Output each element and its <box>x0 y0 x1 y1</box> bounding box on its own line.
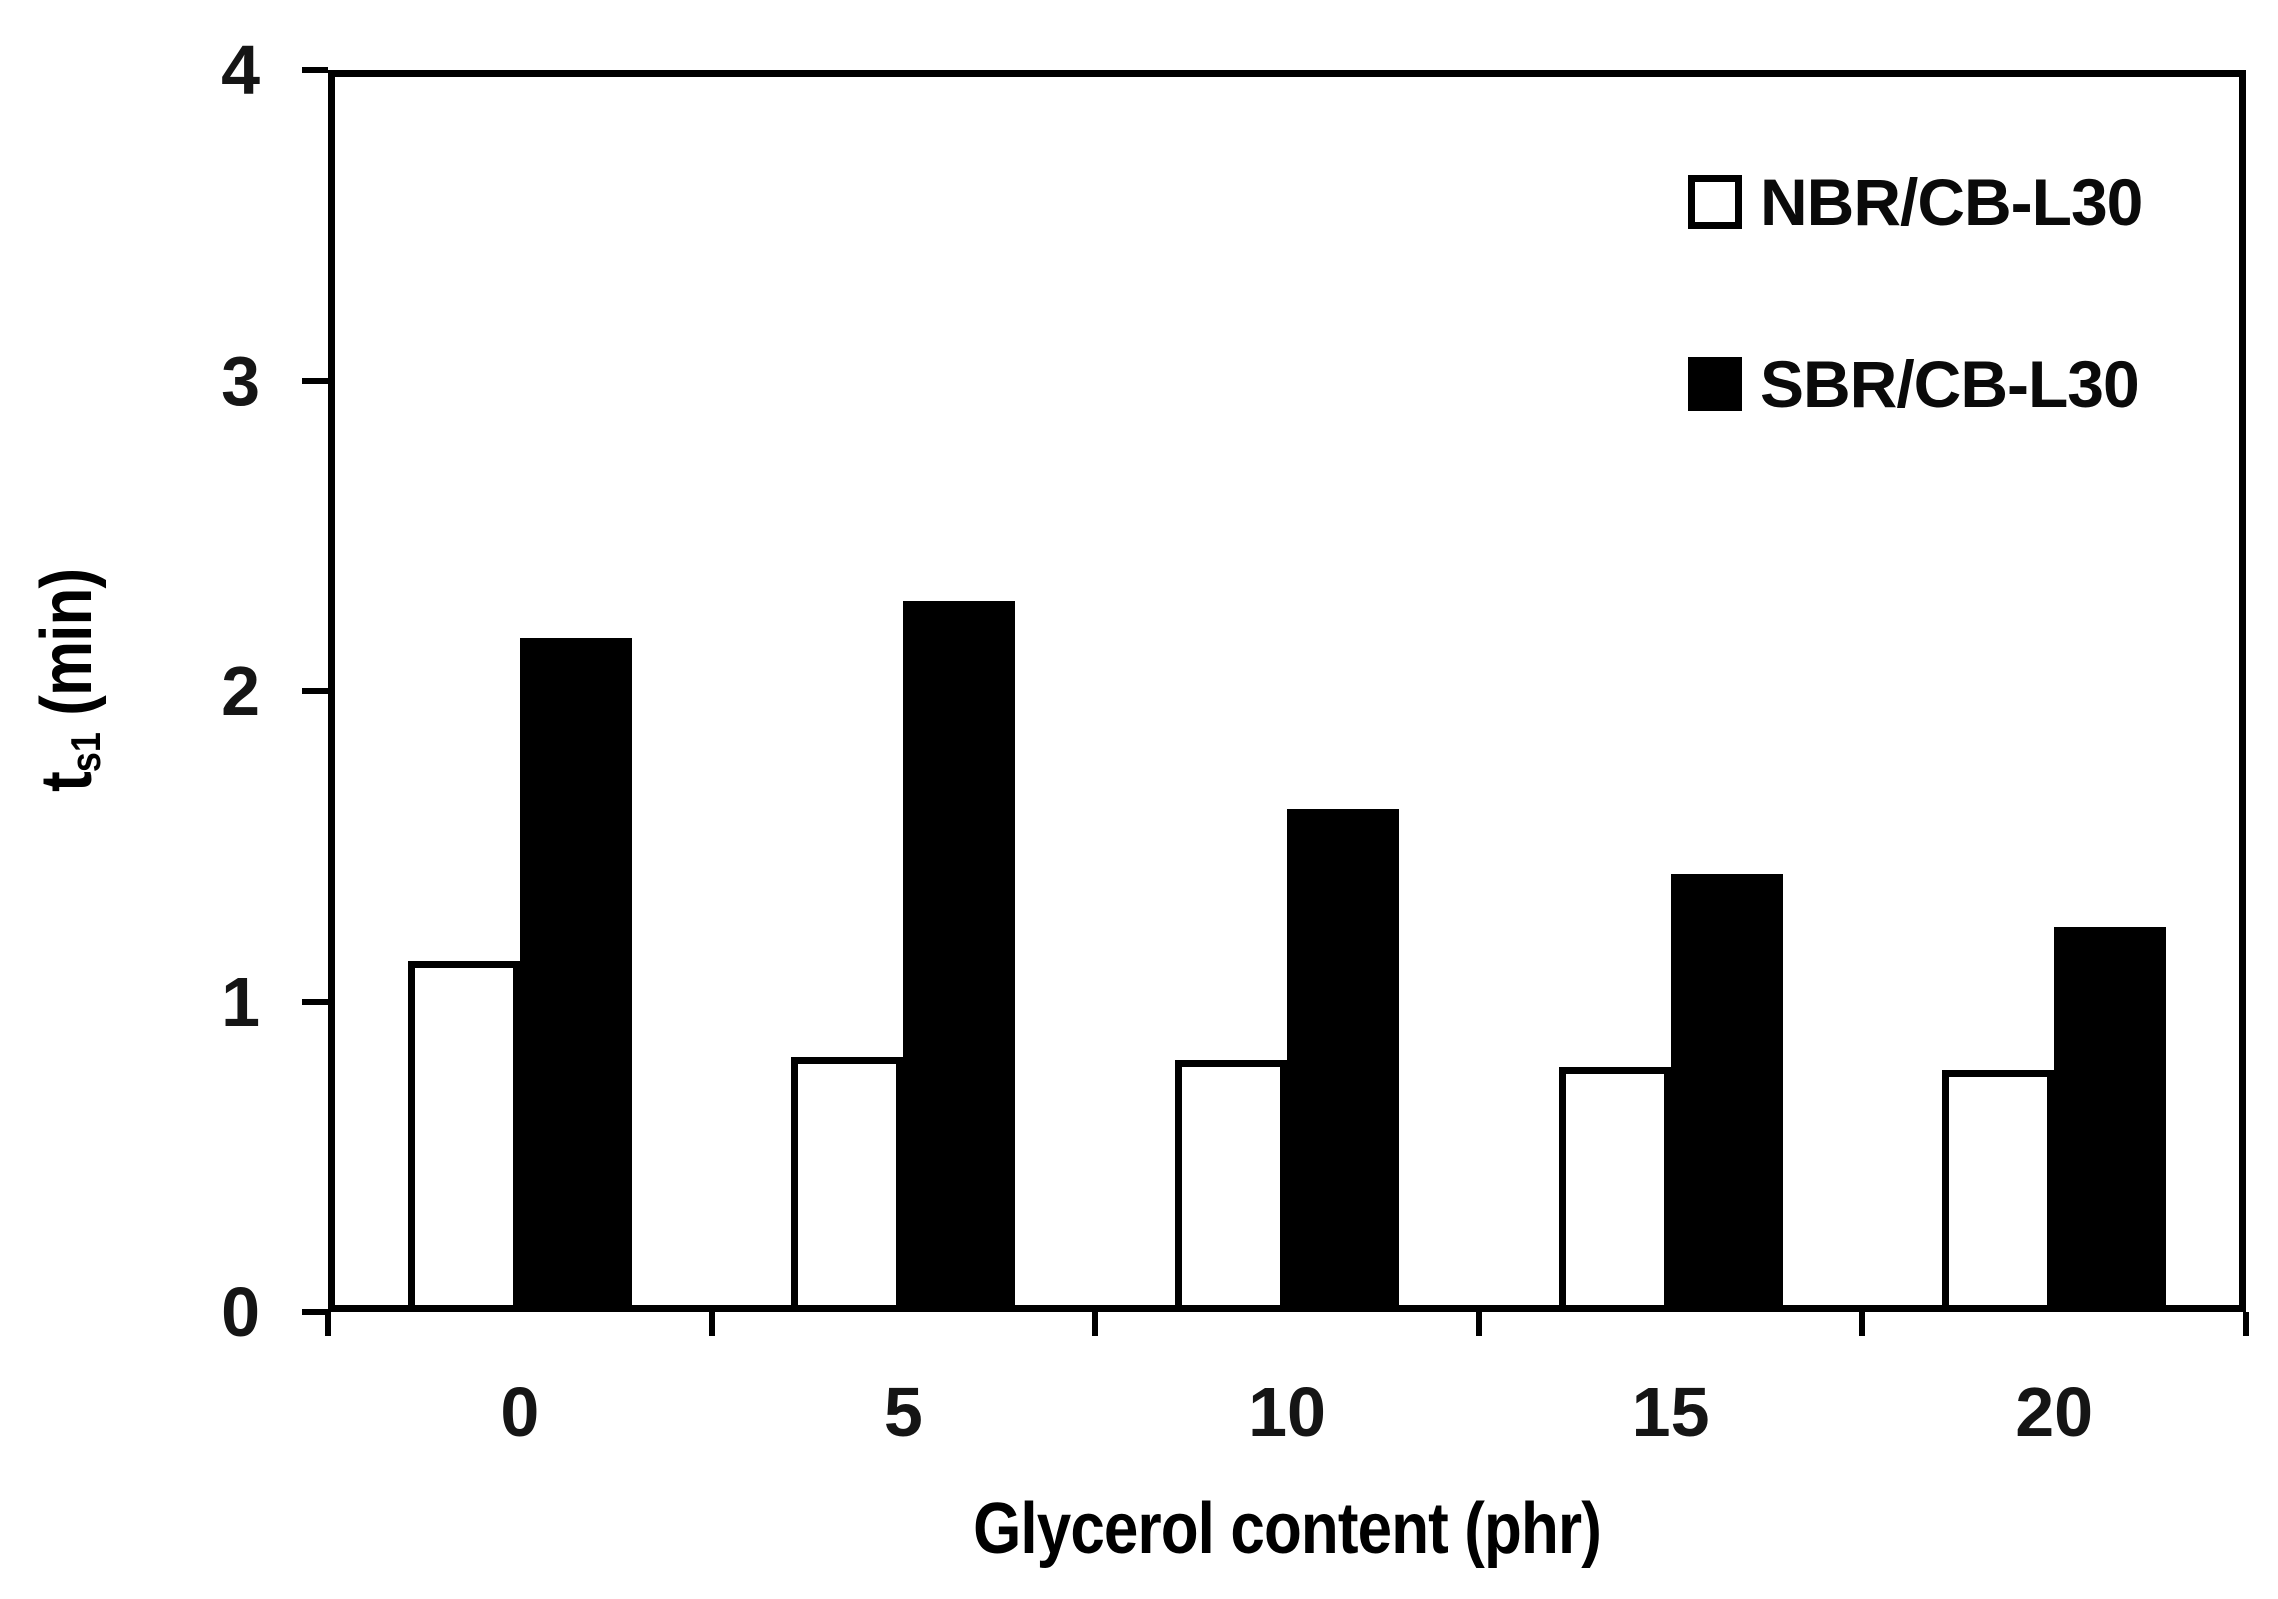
bar-nbr-cb-l30-5 <box>791 1057 904 1312</box>
x-axis-tick-label: 5 <box>883 1373 923 1451</box>
y-axis-title-subscript: s1 <box>62 731 110 772</box>
x-axis-tick-label: 0 <box>500 1373 540 1451</box>
bar-sbr-cb-l30-20 <box>2054 926 2167 1312</box>
x-axis-tick <box>1092 1312 1099 1336</box>
legend-item-sbr-cb-l30: SBR/CB-L30 <box>1688 346 2142 422</box>
bar-sbr-cb-l30-5 <box>903 600 1016 1312</box>
y-axis-tick-label: 2 <box>221 652 260 730</box>
y-axis-tick <box>302 998 328 1005</box>
x-axis-tick-label: 15 <box>1631 1373 1710 1451</box>
y-axis-tick <box>302 688 328 694</box>
bar-sbr-cb-l30-0 <box>519 638 632 1312</box>
bar-sbr-cb-l30-10 <box>1287 808 1399 1312</box>
legend-item-nbr-cb-l30: NBR/CB-L30 <box>1688 164 2143 240</box>
bar-sbr-cb-l30-15 <box>1670 874 1783 1312</box>
x-axis-tick <box>708 1312 715 1336</box>
x-axis-tick-label: 20 <box>2015 1373 2094 1451</box>
x-axis-title: Glycerol content (phr) <box>587 1488 1987 1570</box>
legend-label-sbr: SBR/CB-L30 <box>1760 347 2140 421</box>
y-axis-tick <box>302 1309 328 1315</box>
bar-nbr-cb-l30-10 <box>1175 1060 1287 1312</box>
y-axis-tick-label: 4 <box>221 31 260 109</box>
y-axis-tick <box>302 377 328 384</box>
bar-nbr-cb-l30-0 <box>407 961 520 1312</box>
legend-label-nbr: NBR/CB-L30 <box>1760 165 2143 239</box>
filled-square-swatch-icon <box>1688 357 1742 411</box>
legend: NBR/CB-L30 SBR/CB-L30 <box>1688 164 2143 422</box>
y-axis-title: ts1 (min) <box>19 330 115 1030</box>
y-axis-tick-label: 0 <box>221 1273 260 1351</box>
y-axis-tick-label: 3 <box>221 341 260 420</box>
y-axis-title-units: (min) <box>27 568 107 732</box>
x-axis-tick <box>1859 1312 1866 1336</box>
y-axis-tick-label: 1 <box>221 962 260 1041</box>
bar-nbr-cb-l30-15 <box>1558 1066 1671 1312</box>
y-axis-tick <box>302 67 328 73</box>
bar-nbr-cb-l30-20 <box>1942 1069 2055 1312</box>
x-axis-title-text: Glycerol content (phr) <box>973 1489 1602 1569</box>
x-axis-tick <box>325 1312 331 1336</box>
x-axis-tick <box>1475 1312 1482 1336</box>
x-axis-tick-label: 10 <box>1248 1373 1326 1451</box>
y-axis-title-text: ts1 (min) <box>19 568 125 791</box>
y-axis-title-main: t <box>27 771 107 792</box>
x-axis-tick <box>2243 1312 2249 1336</box>
open-square-swatch-icon <box>1688 175 1742 229</box>
